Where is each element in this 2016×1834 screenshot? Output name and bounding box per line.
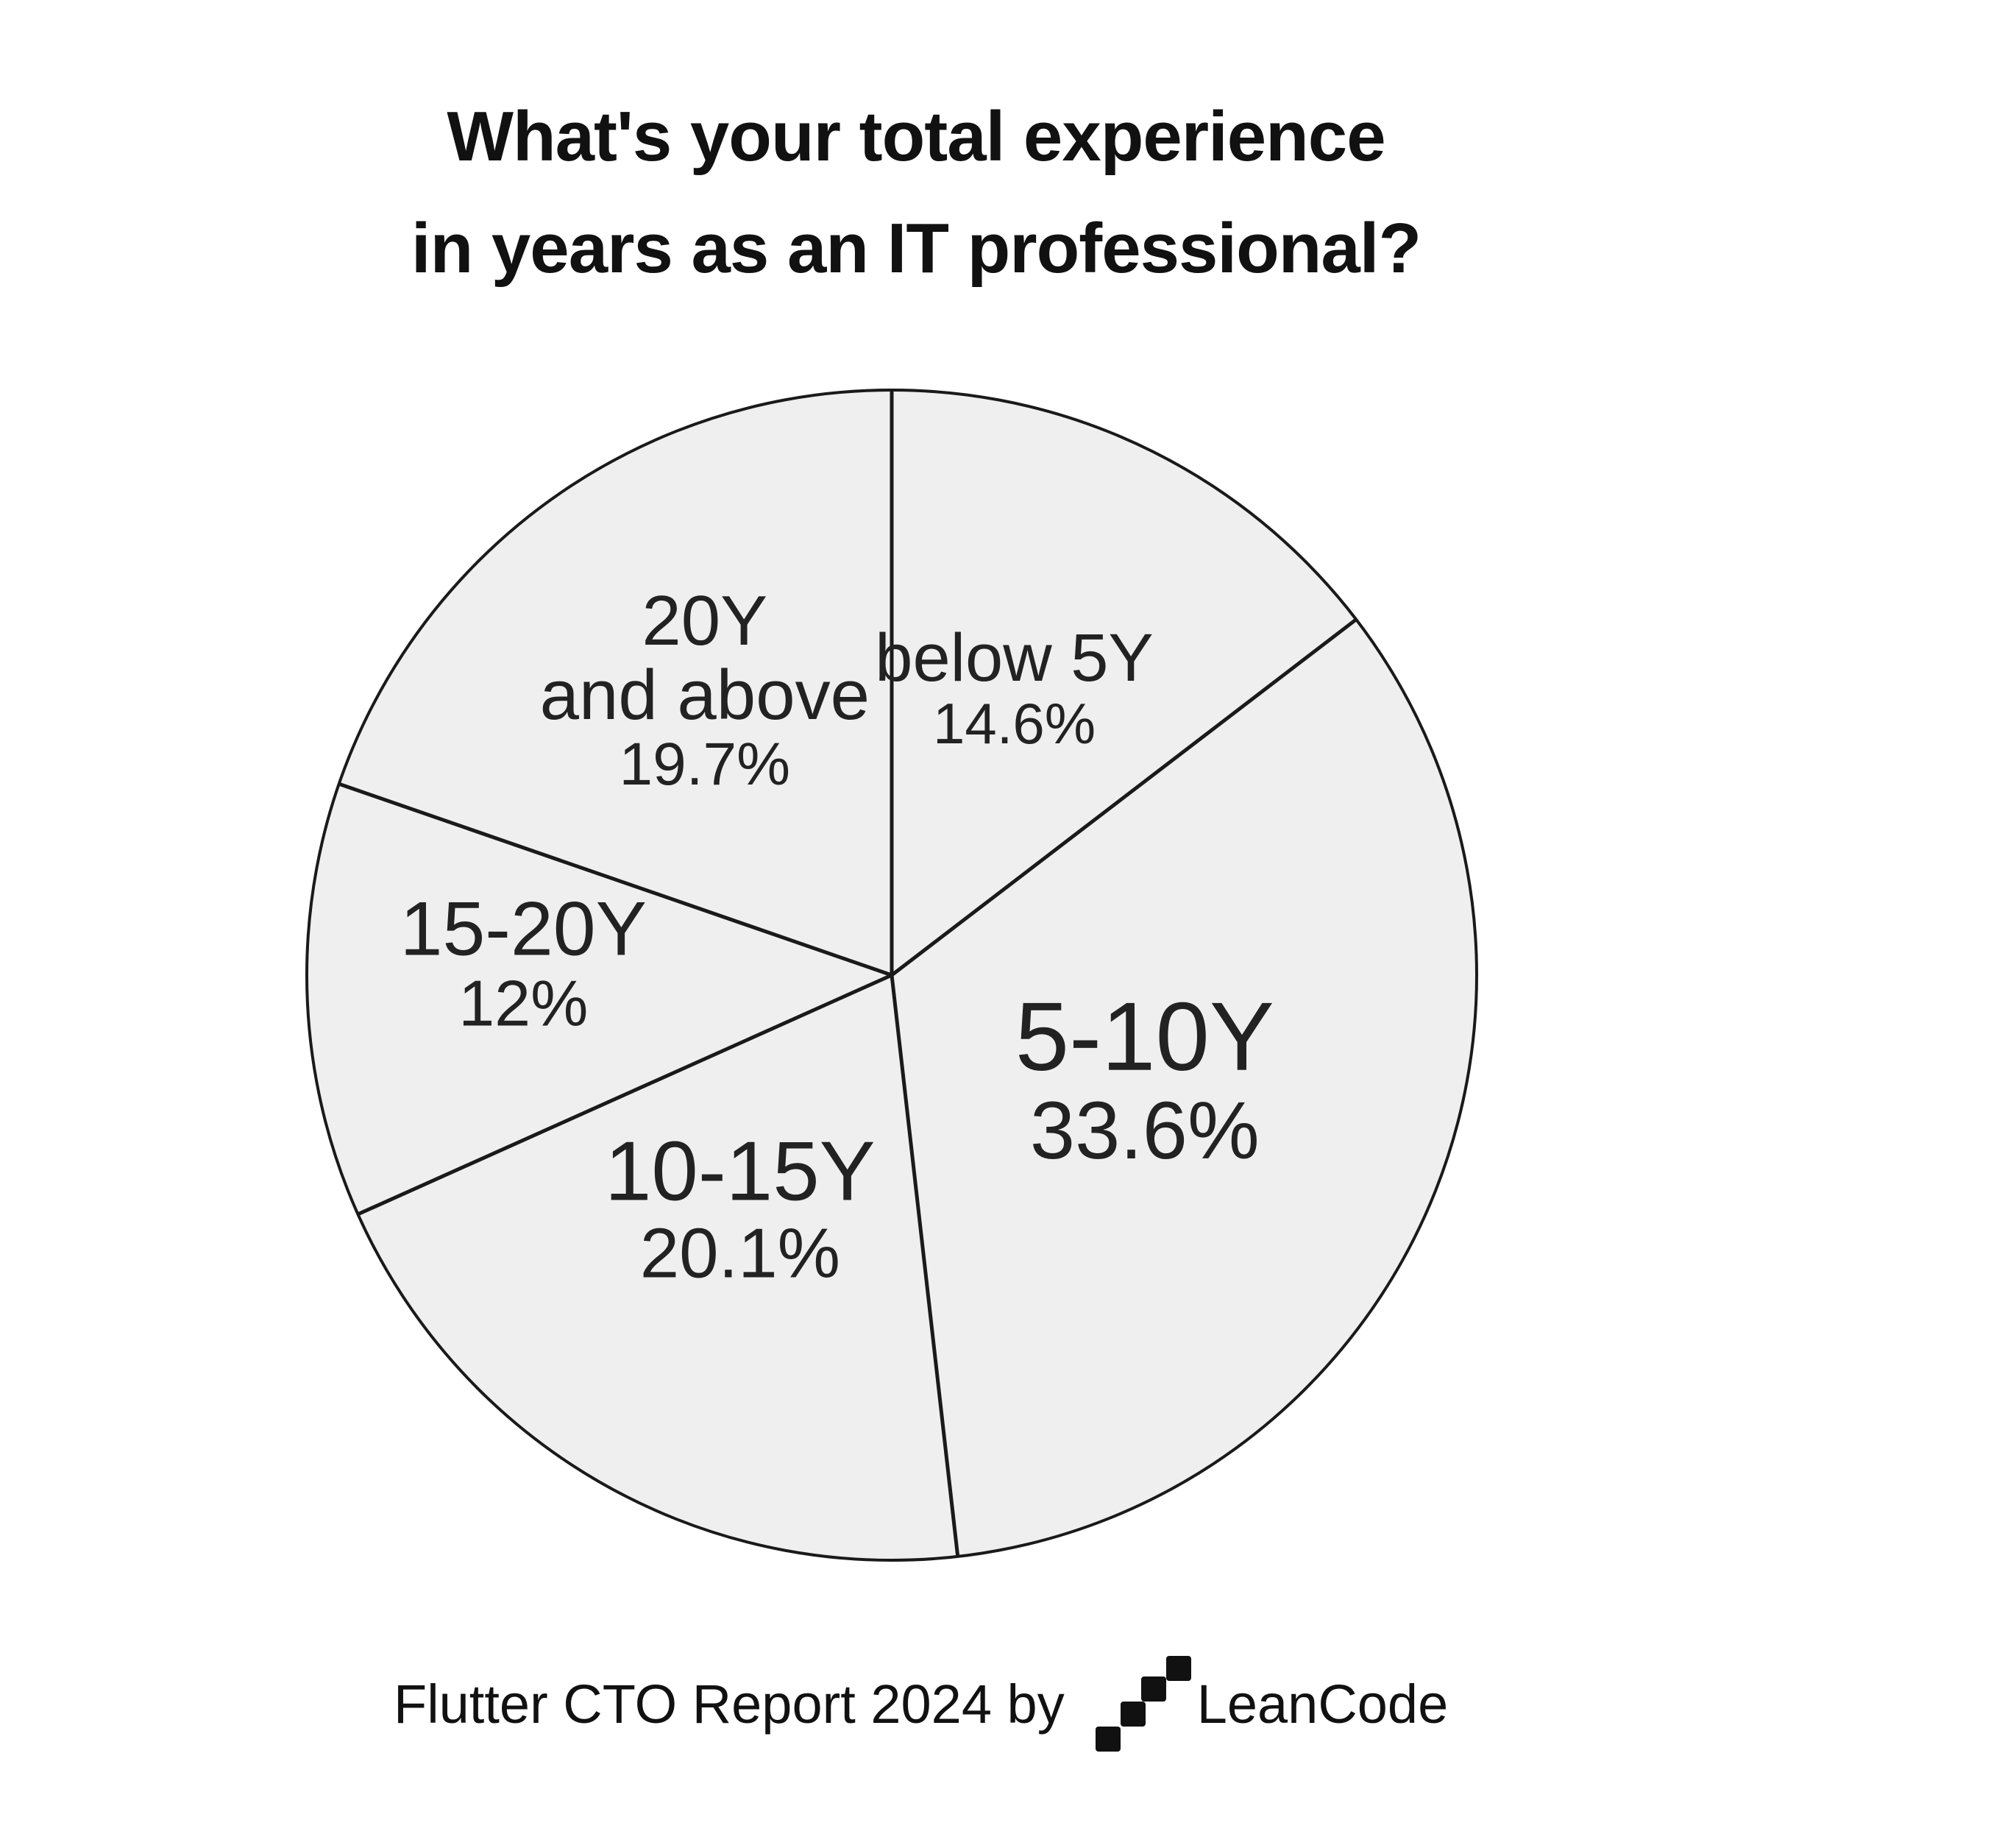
footer-text: Flutter CTO Report 2024 by [394, 1673, 1065, 1735]
leancode-logo-text: LeanCode [1196, 1673, 1449, 1735]
pie-value-label: 33.6% [1030, 1086, 1260, 1176]
pie-category-label: 5-10Y [1015, 982, 1274, 1091]
pie-value-label: 12% [458, 967, 588, 1040]
chart-title-line-2: in years as an IT professional? [411, 209, 1422, 288]
pie-slice-10-15y [358, 975, 958, 1560]
pie-category-label: 20Y [642, 581, 767, 660]
pie-value-label: 20.1% [640, 1214, 840, 1292]
pie-divider [890, 974, 960, 1557]
pie-value-label: 14.6% [933, 691, 1096, 756]
chart-title: What's your total experience in years as… [0, 81, 1832, 305]
pie-divider [338, 782, 892, 977]
pie-divider [357, 973, 893, 1217]
pie-slice-below-5y [892, 390, 1357, 975]
pie-slice-20y-and-above [338, 390, 892, 975]
pie-category-label: 10-15Y [605, 1125, 876, 1218]
pie-category-label: below 5Y [875, 620, 1153, 695]
pie-slice-5-10y [892, 619, 1477, 1557]
leancode-logo-icon [1095, 1656, 1191, 1752]
leancode-logo: LeanCode [1095, 1656, 1449, 1752]
pie-category-label: 15-20Y [400, 887, 647, 972]
pie-divider [890, 617, 1357, 977]
footer: Flutter CTO Report 2024 by LeanCode [394, 1656, 1448, 1752]
pie-slice-15-20y [307, 784, 892, 1214]
pie-category-label: and above [540, 656, 870, 734]
chart-title-line-1: What's your total experience [447, 97, 1385, 176]
pie-value-label: 19.7% [620, 731, 791, 798]
